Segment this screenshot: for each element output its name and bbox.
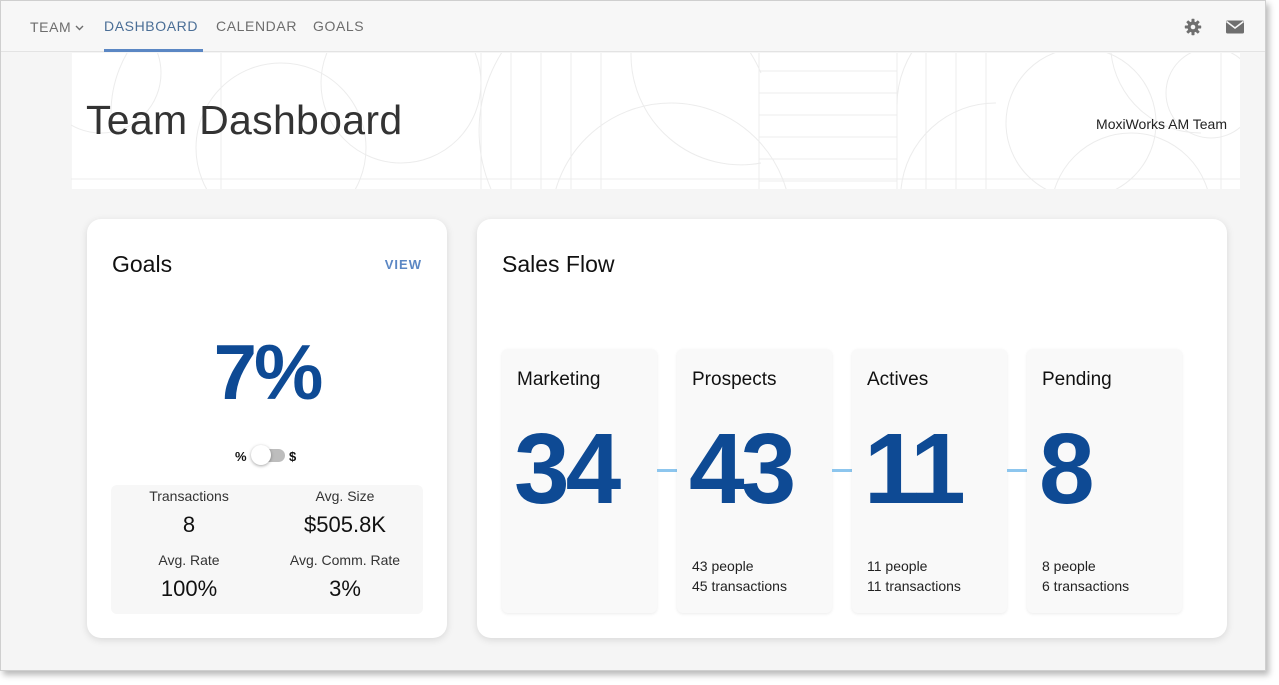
stat-value: 3% [329,576,361,601]
goals-stats: Transactions 8 Avg. Size $505.8K Avg. Ra… [111,485,423,614]
stage-transactions: 45 transactions [692,578,787,594]
goals-card: Goals VIEW 7% % $ Transactions 8 Avg. Si… [87,219,447,638]
stage-connector [657,469,677,472]
stage-count: 11 [864,413,966,525]
stat-label: Avg. Comm. Rate [289,552,401,568]
stat-value: $505.8K [304,512,386,537]
stat-avg-size: Avg. Size $505.8K [267,488,423,538]
stage-people: 8 people [1042,558,1096,574]
nav-team-dropdown[interactable]: TEAM [30,1,84,52]
gear-icon[interactable] [1183,17,1203,37]
toggle-knob[interactable] [251,445,271,465]
stage-title: Actives [867,369,929,390]
stage-count: 34 [514,413,621,525]
sales-flow-title: Sales Flow [502,251,615,277]
nav-team-label: TEAM [30,19,72,35]
banner-pattern [71,53,1240,189]
app-window: TEAM DASHBOARD CALENDAR GOALS [0,0,1266,671]
sales-flow-card: Sales Flow Marketing 34 Prospects 43 43 … [477,219,1227,638]
team-name: MoxiWorks AM Team [1096,116,1227,132]
percent-dollar-toggle[interactable]: % $ [235,445,315,465]
page-title: Team Dashboard [86,97,403,143]
stat-value: 100% [160,576,218,601]
stage-actives[interactable]: Actives 11 11 people 11 transactions [852,349,1007,613]
top-navbar: TEAM DASHBOARD CALENDAR GOALS [1,1,1265,52]
goals-title: Goals [112,251,173,277]
stage-prospects[interactable]: Prospects 43 43 people 45 transactions [677,349,832,613]
stage-title: Prospects [692,369,777,390]
stage-connector [832,469,852,472]
stage-transactions: 11 transactions [867,578,961,594]
stage-count: 43 [689,413,796,525]
stat-avg-rate: Avg. Rate 100% [111,552,267,602]
nav-dashboard-tab[interactable]: DASHBOARD [104,1,203,52]
stage-title: Marketing [517,369,601,390]
goals-percent: 7% [213,328,324,416]
mail-icon[interactable] [1225,17,1245,37]
stage-people: 43 people [692,558,754,574]
stage-people: 11 people [867,558,928,574]
stage-pending[interactable]: Pending 8 8 people 6 transactions [1027,349,1182,613]
stat-avg-comm-rate: Avg. Comm. Rate 3% [267,552,423,602]
stage-marketing[interactable]: Marketing 34 [502,349,657,613]
stage-transactions: 6 transactions [1042,578,1130,594]
stage-title: Pending [1042,369,1112,390]
stage-connector [1007,469,1027,472]
header-banner: Team Dashboard MoxiWorks AM Team [71,53,1240,189]
nav-goals-tab[interactable]: GOALS [313,18,365,34]
goals-view-link[interactable]: VIEW [384,257,422,272]
stat-label: Avg. Size [315,488,375,504]
toggle-dollar-label: $ [289,449,297,464]
stage-count: 8 [1039,413,1095,525]
nav-calendar-tab[interactable]: CALENDAR [216,18,298,34]
stat-value: 8 [182,512,196,537]
toggle-percent-label: % [235,449,247,464]
stat-label: Transactions [149,488,229,504]
stat-transactions: Transactions 8 [111,488,267,538]
stat-label: Avg. Rate [158,552,220,568]
chevron-down-icon [75,1,84,52]
